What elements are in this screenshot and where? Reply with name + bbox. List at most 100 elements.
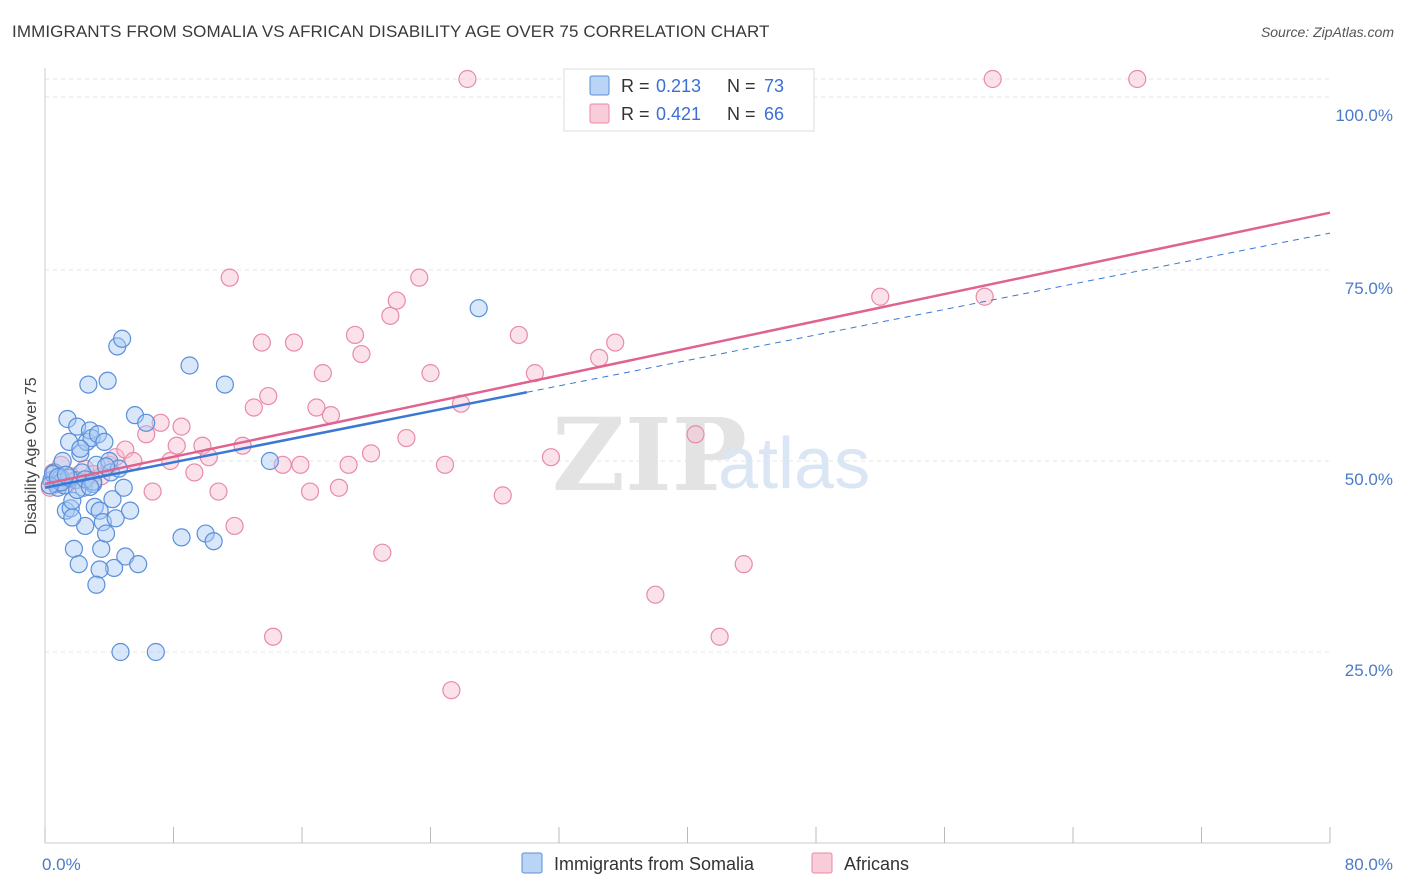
somalia-point-44 [114,478,133,497]
somalia-point-54 [204,532,223,551]
somalia-point-69 [87,575,106,594]
legend-n-value-0: 73 [764,76,784,96]
africans-point-27 [244,398,263,417]
africans-point-45 [387,291,406,310]
somalia-point-28 [88,425,108,444]
watermark: ZIP atlas [552,396,870,514]
somalia-point-71 [63,508,82,527]
africans-point-65 [975,287,994,306]
somalia-point-42 [111,642,130,662]
africans-point-59 [606,333,625,352]
bottom-legend-label-africans: Africans [844,854,909,874]
africans-point-41 [352,344,371,364]
somalia-point-32 [95,432,114,451]
bottom-legend-swatch-somalia [521,852,543,874]
y-axis-label: Disability Age Over 75 [23,377,40,535]
somalia-point-48 [129,555,148,574]
somalia-point-50 [146,642,165,662]
africans-point-32 [284,333,304,352]
somalia-point-16 [69,555,88,574]
africans-point-54 [509,325,528,345]
chart-source: Source: ZipAtlas.com [1260,24,1394,40]
africans-point-38 [329,478,349,497]
y-tick-label-25: 25.0% [1345,661,1393,680]
somalia-point-20 [76,516,95,536]
africans-point-47 [410,268,429,287]
africans-point-49 [435,455,455,474]
somalia-point-49 [137,413,156,432]
africans-point-16 [151,413,170,432]
africans-point-56 [541,448,561,467]
africans-point-19 [172,417,191,436]
somalia-point-22 [79,375,98,394]
trend-line-somalia [44,391,528,489]
africans-point-23 [209,482,228,501]
legend-n-label-1: N = [727,104,756,124]
africans-point-29 [259,386,278,406]
africans-point-42 [361,444,381,463]
africans-point-44 [381,306,400,325]
somalia-point-13 [64,539,84,558]
trend-lines [44,211,1331,489]
africans-point-64 [871,287,890,306]
bottom-legend-label-somalia: Immigrants from Somalia [554,854,755,874]
series-somalia [40,299,488,662]
africans-point-52 [458,69,477,89]
africans-point-34 [300,482,320,501]
somalia-point-34 [98,371,117,390]
africans-point-15 [143,482,162,501]
africans-point-33 [291,455,310,474]
y-tick-labels: 25.0% 50.0% 75.0% 100.0% [1335,106,1393,680]
somalia-point-10 [59,432,79,451]
trend-line-somalia-extension [526,232,1331,393]
chart-title: IMMIGRANTS FROM SOMALIA VS AFRICAN DISAB… [12,22,770,41]
africans-point-30 [263,627,283,646]
africans-point-40 [345,325,365,345]
legend-n-label-0: N = [727,76,756,96]
legend-r-value-0: 0.213 [656,76,701,96]
africans-point-61 [686,425,705,444]
somalia-point-29 [90,501,109,520]
x-tick-labels: 0.0% 80.0% [42,855,1393,874]
africans-point-60 [646,585,665,604]
watermark-zip: ZIP [552,396,747,514]
grid-lines [45,78,1330,653]
y-tick-label-75: 75.0% [1345,279,1393,298]
legend-r-label-0: R = [621,76,650,96]
bottom-legend: Immigrants from Somalia Africans [521,852,909,874]
somalia-point-46 [121,501,140,520]
x-tick-label-min: 0.0% [42,855,81,874]
legend-r-label-1: R = [621,104,650,124]
bottom-legend-swatch-africans [811,852,833,874]
somalia-point-55 [215,375,234,394]
africans-point-39 [339,455,358,474]
axes [44,68,1331,844]
somalia-point-51 [172,528,191,547]
somalia-point-52 [180,356,199,375]
africans-point-20 [185,463,204,482]
somalia-point-33 [96,524,116,543]
somalia-point-17 [71,444,90,463]
y-tick-label-100: 100.0% [1335,106,1393,125]
legend-swatch-somalia [589,75,610,96]
somalia-point-57 [469,299,488,318]
somalia-point-11 [61,499,80,518]
africans-point-36 [313,364,332,383]
somalia-point-37 [103,490,122,509]
africans-point-53 [493,486,512,505]
africans-point-35 [307,398,326,417]
africans-point-24 [220,268,239,287]
somalia-point-68 [90,560,109,579]
y-tick-label-50: 50.0% [1345,470,1393,489]
series-africans [40,69,1147,700]
africans-point-58 [590,348,609,367]
legend-r-value-1: 0.421 [656,104,701,124]
watermark-atlas: atlas [718,424,870,504]
legend: R = 0.213 N = 73 R = 0.421 N = 66 [563,68,815,132]
somalia-point-30 [92,539,111,558]
somalia-point-39 [106,509,125,528]
africans-point-43 [373,543,392,562]
africans-point-63 [734,555,753,574]
africans-point-25 [225,516,244,536]
